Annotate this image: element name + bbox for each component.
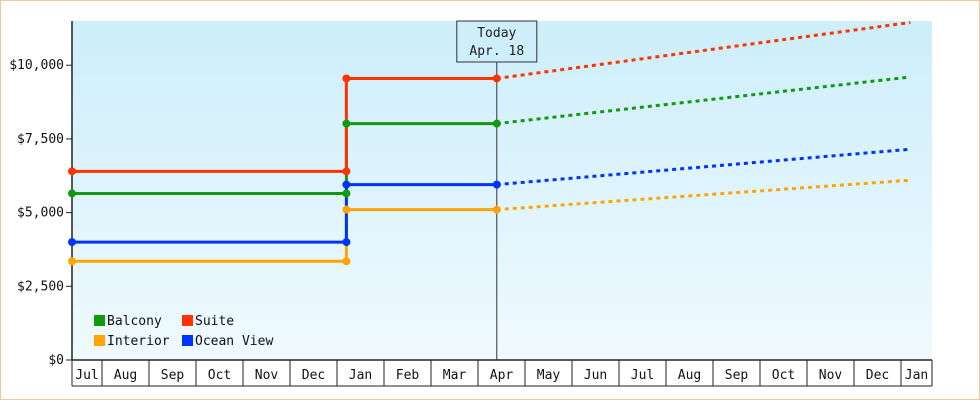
x-tick-label: Oct xyxy=(772,368,795,383)
suite-data-point xyxy=(342,167,351,176)
legend-swatch-balcony xyxy=(94,315,105,326)
x-tick-label: Oct xyxy=(208,368,231,383)
balcony-data-point xyxy=(342,189,351,198)
legend-swatch-ocean-view xyxy=(182,335,193,346)
legend-swatch-suite xyxy=(182,315,193,326)
y-tick-label: $5,000 xyxy=(17,206,64,221)
ocean-view-projected-line xyxy=(496,147,911,187)
ocean-view-data-point xyxy=(68,238,76,247)
y-tick-label: $7,500 xyxy=(17,132,64,147)
suite-data-point xyxy=(492,74,501,83)
y-tick-label: $0 xyxy=(48,353,64,368)
interior-data-point xyxy=(342,205,351,214)
x-tick-label: Apr xyxy=(490,368,514,383)
x-tick-label: Feb xyxy=(396,368,420,383)
x-tick-label: Nov xyxy=(255,368,279,383)
plot-background xyxy=(72,21,932,360)
ocean-view-data-point xyxy=(342,238,351,247)
x-tick-label: Aug xyxy=(114,368,137,383)
x-tick-label: Jun xyxy=(584,368,607,383)
interior-projected-line xyxy=(496,178,911,212)
suite-data-point xyxy=(342,74,351,83)
legend-label-interior: Interior xyxy=(107,334,170,349)
suite-projected-line xyxy=(496,20,911,80)
x-tick-label: Jul xyxy=(631,368,654,383)
legend-label-ocean-view: Ocean View xyxy=(195,334,273,349)
ocean-view-data-point xyxy=(492,180,501,189)
x-tick-label: Jan xyxy=(905,368,928,383)
x-tick-label: May xyxy=(537,368,561,383)
legend-swatch-interior xyxy=(94,335,105,346)
x-tick-label: Mar xyxy=(443,368,467,383)
today-label: Today xyxy=(477,26,516,41)
legend-label-balcony: Balcony xyxy=(107,314,162,329)
balcony-data-point xyxy=(342,119,351,128)
interior-data-point xyxy=(342,257,351,266)
x-tick-label: Jul xyxy=(75,368,98,383)
interior-data-point xyxy=(492,205,501,214)
x-tick-label: Aug xyxy=(678,368,701,383)
x-tick-label: Sep xyxy=(725,368,749,383)
balcony-data-point xyxy=(68,189,76,198)
x-tick-label: Dec xyxy=(866,368,889,383)
y-tick-label: $2,500 xyxy=(17,279,64,294)
ocean-view-data-point xyxy=(342,180,351,189)
today-date-label: Apr. 18 xyxy=(469,44,524,59)
y-tick-label: $10,000 xyxy=(9,58,64,73)
x-tick-label: Jan xyxy=(349,368,372,383)
x-tick-label: Dec xyxy=(302,368,325,383)
suite-data-point xyxy=(68,167,76,176)
x-tick-label: Nov xyxy=(819,368,843,383)
legend-label-suite: Suite xyxy=(195,314,234,329)
balcony-projected-line xyxy=(496,75,911,126)
interior-data-point xyxy=(68,257,76,266)
balcony-data-point xyxy=(492,119,501,128)
x-tick-label: Sep xyxy=(161,368,185,383)
today-box xyxy=(456,20,538,63)
